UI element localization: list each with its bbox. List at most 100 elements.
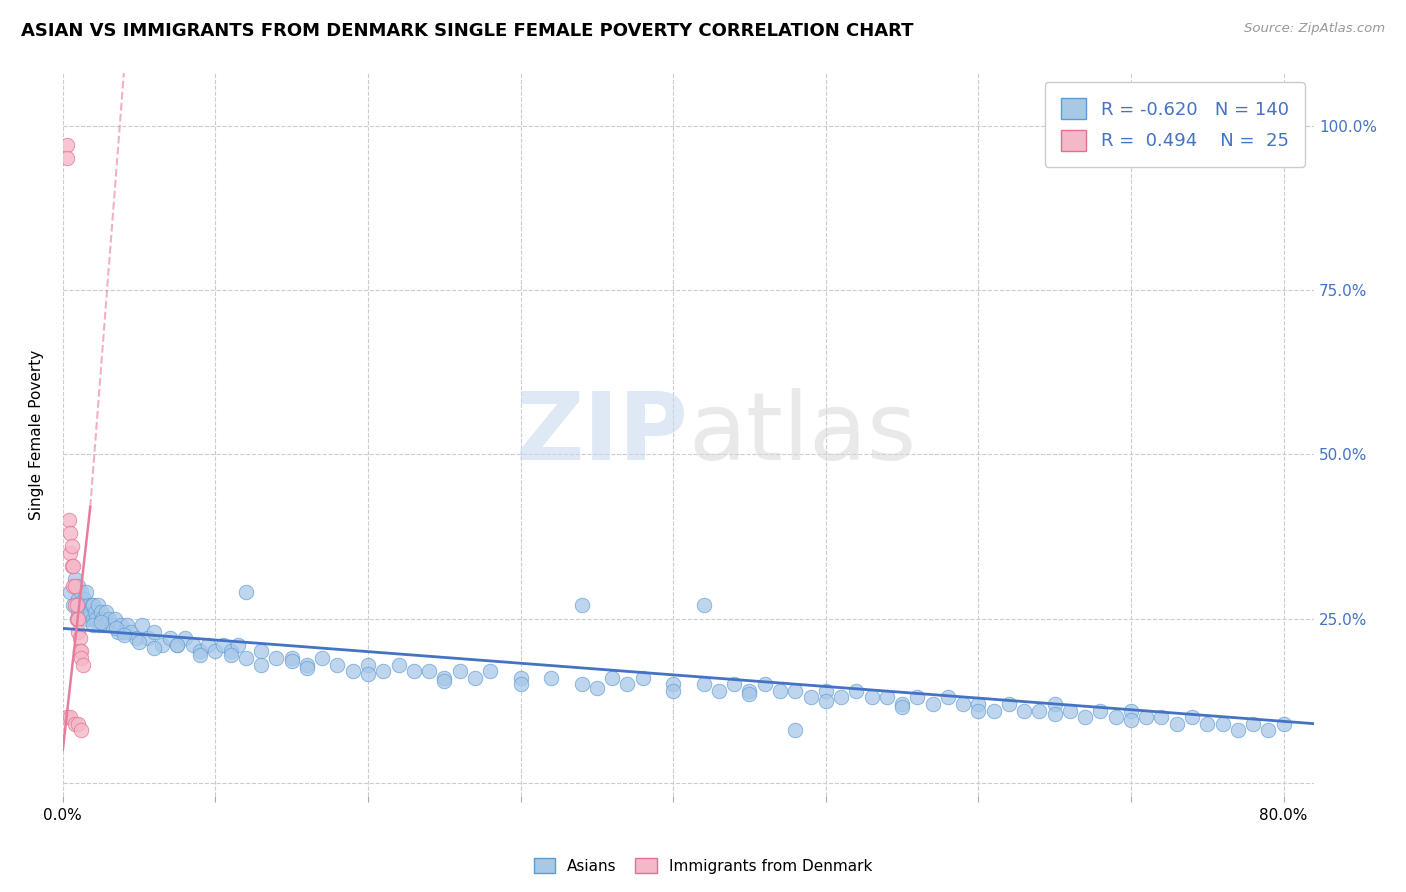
Point bbox=[1043, 706, 1066, 721]
Point bbox=[67, 611, 90, 625]
Point bbox=[181, 638, 204, 652]
Point bbox=[150, 638, 173, 652]
Point bbox=[63, 599, 86, 613]
Point bbox=[63, 579, 86, 593]
Point bbox=[112, 628, 135, 642]
Point bbox=[235, 585, 257, 599]
Point bbox=[723, 677, 745, 691]
Point bbox=[250, 644, 273, 658]
Point bbox=[891, 700, 914, 714]
Point bbox=[799, 690, 821, 705]
Point bbox=[87, 599, 110, 613]
Point bbox=[266, 651, 288, 665]
Point bbox=[58, 513, 80, 527]
Point bbox=[70, 723, 93, 738]
Point bbox=[769, 683, 792, 698]
Point bbox=[295, 661, 318, 675]
Point bbox=[387, 657, 409, 672]
Point bbox=[69, 599, 91, 613]
Point bbox=[94, 605, 117, 619]
Point bbox=[104, 611, 127, 625]
Text: ASIAN VS IMMIGRANTS FROM DENMARK SINGLE FEMALE POVERTY CORRELATION CHART: ASIAN VS IMMIGRANTS FROM DENMARK SINGLE … bbox=[21, 22, 914, 40]
Point bbox=[921, 697, 943, 711]
Point bbox=[59, 710, 82, 724]
Point bbox=[1043, 697, 1066, 711]
Point bbox=[983, 704, 1005, 718]
Point bbox=[1074, 710, 1097, 724]
Point bbox=[1226, 723, 1249, 738]
Point bbox=[188, 644, 211, 658]
Point bbox=[107, 624, 129, 639]
Point bbox=[754, 677, 776, 691]
Point bbox=[62, 599, 84, 613]
Point bbox=[65, 611, 87, 625]
Point bbox=[70, 651, 93, 665]
Point bbox=[59, 526, 82, 541]
Point bbox=[357, 667, 380, 681]
Point bbox=[1181, 710, 1204, 724]
Text: atlas: atlas bbox=[689, 389, 917, 481]
Point bbox=[115, 618, 138, 632]
Point bbox=[63, 716, 86, 731]
Point bbox=[509, 671, 531, 685]
Point bbox=[72, 605, 94, 619]
Point bbox=[143, 641, 166, 656]
Point bbox=[342, 664, 364, 678]
Point bbox=[56, 138, 79, 153]
Point bbox=[204, 644, 226, 658]
Point bbox=[693, 677, 716, 691]
Point bbox=[1241, 716, 1264, 731]
Point bbox=[402, 664, 425, 678]
Point bbox=[69, 644, 91, 658]
Point bbox=[67, 591, 90, 606]
Point bbox=[67, 716, 90, 731]
Point bbox=[1090, 704, 1112, 718]
Point bbox=[571, 677, 593, 691]
Point bbox=[571, 599, 593, 613]
Point bbox=[1119, 704, 1142, 718]
Point bbox=[433, 671, 456, 685]
Point bbox=[509, 677, 531, 691]
Point bbox=[326, 657, 349, 672]
Point bbox=[540, 671, 562, 685]
Point bbox=[143, 624, 166, 639]
Point bbox=[219, 648, 242, 662]
Legend: Asians, Immigrants from Denmark: Asians, Immigrants from Denmark bbox=[527, 852, 879, 880]
Point bbox=[738, 683, 761, 698]
Point bbox=[785, 683, 807, 698]
Point bbox=[479, 664, 502, 678]
Point bbox=[600, 671, 623, 685]
Point bbox=[998, 697, 1021, 711]
Y-axis label: Single Female Poverty: Single Female Poverty bbox=[30, 350, 44, 520]
Point bbox=[1272, 716, 1295, 731]
Point bbox=[97, 611, 120, 625]
Point bbox=[830, 690, 852, 705]
Point bbox=[1166, 716, 1188, 731]
Point bbox=[1028, 704, 1050, 718]
Point bbox=[82, 618, 104, 632]
Point bbox=[418, 664, 440, 678]
Point bbox=[785, 723, 807, 738]
Point bbox=[83, 605, 105, 619]
Point bbox=[250, 657, 273, 672]
Point bbox=[80, 599, 103, 613]
Point bbox=[967, 697, 990, 711]
Point bbox=[62, 579, 84, 593]
Point bbox=[60, 558, 83, 573]
Point bbox=[75, 605, 97, 619]
Point bbox=[166, 638, 188, 652]
Point bbox=[121, 624, 143, 639]
Point bbox=[1059, 704, 1081, 718]
Point bbox=[1119, 714, 1142, 728]
Point bbox=[1212, 716, 1234, 731]
Point bbox=[197, 638, 219, 652]
Point bbox=[814, 683, 837, 698]
Point bbox=[79, 605, 101, 619]
Point bbox=[82, 611, 104, 625]
Point bbox=[82, 599, 104, 613]
Point bbox=[814, 694, 837, 708]
Point bbox=[616, 677, 638, 691]
Point bbox=[952, 697, 974, 711]
Point bbox=[166, 638, 188, 652]
Point bbox=[125, 632, 148, 646]
